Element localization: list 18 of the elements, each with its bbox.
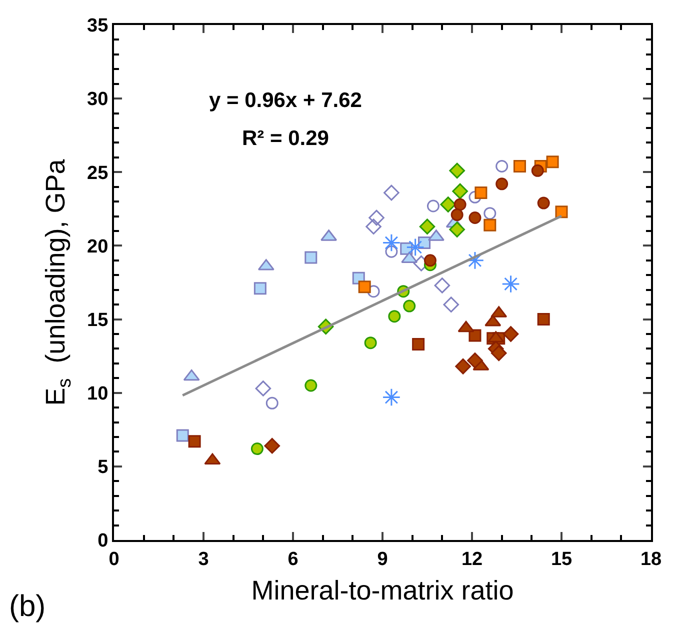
y-tick-label: 35 xyxy=(87,16,109,37)
y-tick-label: 10 xyxy=(87,384,108,405)
y-tick-label: 25 xyxy=(87,162,109,184)
x-tick-label: 6 xyxy=(288,548,298,570)
x-tick-label: 3 xyxy=(198,548,209,570)
x-tick-label: 15 xyxy=(550,548,572,570)
x-tick-label: 9 xyxy=(377,548,388,570)
y-tick-label: 0 xyxy=(98,530,108,552)
y-tick-label: 30 xyxy=(87,89,108,110)
text: (b) xyxy=(9,590,46,623)
annotation: y = 0.96x + 7.62 xyxy=(209,89,362,112)
annotation: R² = 0.29 xyxy=(242,127,329,150)
y-tick-label: 15 xyxy=(87,310,109,331)
x-axis-title: Mineral-to-matrix ratio xyxy=(251,576,514,606)
y-tick-label: 20 xyxy=(87,236,108,258)
y-tick-label: 5 xyxy=(98,457,109,478)
x-tick-label: 18 xyxy=(640,548,662,570)
x-tick-label: 12 xyxy=(461,548,483,570)
